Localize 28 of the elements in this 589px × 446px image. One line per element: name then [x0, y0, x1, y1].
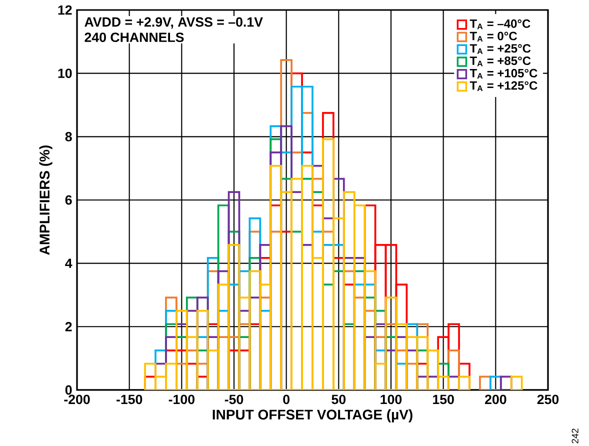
text: 242	[572, 428, 578, 444]
legend-label: T$_{A}$ = +125°C	[470, 81, 538, 92]
x-tick-label: 100	[380, 394, 402, 404]
x-tick-label: 200	[484, 394, 506, 404]
x-tick-label: 250	[537, 394, 559, 404]
x-tick-label: -200	[64, 394, 90, 404]
x-tick-label: -50	[224, 394, 244, 404]
y-tick-label: 2	[65, 322, 72, 332]
annotation: AVDD = +2.9V, AVSS = –0.1V	[84, 17, 263, 29]
x-axis-title: INPUT OFFSET VOLTAGE (µV)	[212, 409, 412, 422]
y-tick-label: 8	[65, 132, 72, 142]
annotation: 240 CHANNELS	[84, 32, 184, 42]
x-tick-label: 150	[433, 394, 454, 404]
y-tick-label: 4	[65, 258, 72, 268]
y-tick-label: 0	[65, 385, 72, 395]
legend-label: T$_{A}$ = +85°C	[470, 56, 531, 66]
y-tick-label: 10	[58, 68, 72, 78]
legend-label: T$_{A}$ = +25°C	[470, 44, 531, 54]
x-tick-label: 50	[332, 394, 346, 404]
legend-label: T$_{A}$ = –40°C	[470, 19, 530, 30]
legend-label: T$_{A}$ = +105°C	[470, 68, 538, 79]
y-tick-label: 6	[65, 195, 72, 205]
y-axis-title: AMPLIFIERS (%)	[39, 145, 52, 255]
y-tick-label: 12	[58, 5, 72, 15]
x-tick-label: -150	[116, 394, 142, 404]
x-tick-label: 0	[283, 394, 290, 404]
x-tick-label: -100	[168, 394, 194, 404]
legend-label: T$_{A}$ = 0°C	[470, 32, 517, 42]
